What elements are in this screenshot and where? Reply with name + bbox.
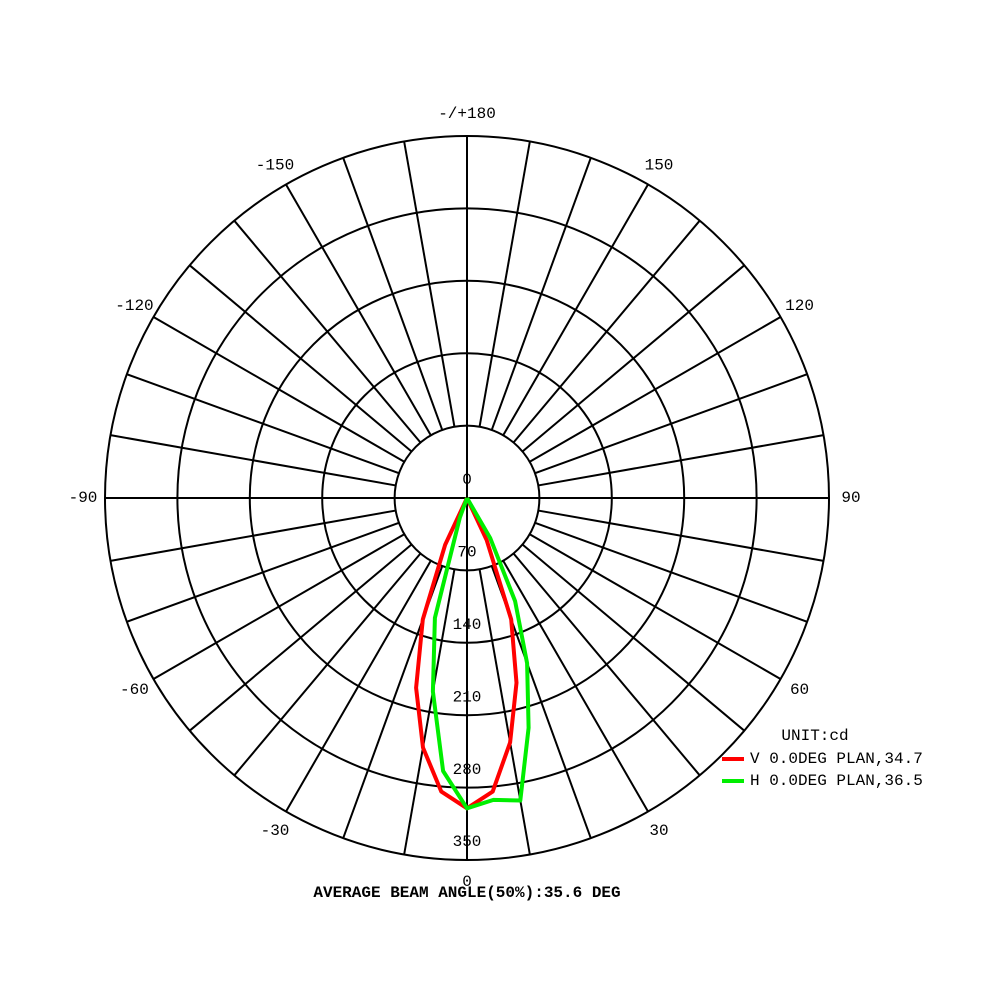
legend-label: V 0.0DEG PLAN,34.7 <box>750 750 923 768</box>
angle-tick-label: -90 <box>69 489 98 507</box>
angle-tick-label: 30 <box>649 822 668 840</box>
grid-spoke <box>110 509 396 562</box>
angle-tick-label: 60 <box>790 681 809 699</box>
grid-spoke <box>512 552 701 776</box>
grid-spoke <box>502 560 649 813</box>
grid-spoke <box>233 220 422 444</box>
grid-spoke <box>152 316 405 463</box>
curve <box>430 496 531 811</box>
grid-spoke <box>285 560 432 813</box>
angle-tick-label: 90 <box>841 489 860 507</box>
grid-spoke <box>233 552 422 776</box>
grid-spoke <box>534 521 808 623</box>
r-tick-label: 350 <box>453 833 482 851</box>
angle-tick-label: -60 <box>120 681 149 699</box>
grid-spoke <box>538 509 824 562</box>
r-tick-label: 140 <box>453 616 482 634</box>
grid-spoke <box>126 521 400 623</box>
angle-tick-label: -30 <box>261 822 290 840</box>
grid-spoke <box>538 434 824 487</box>
legend-label: H 0.0DEG PLAN,36.5 <box>750 772 923 790</box>
unit-label: UNIT:cd <box>781 727 848 745</box>
grid-spoke <box>521 543 745 732</box>
grid-spoke <box>478 141 531 427</box>
grid-spoke <box>490 157 592 431</box>
angle-tick-label: -120 <box>115 297 153 315</box>
angle-tick-label: -/+180 <box>438 105 496 123</box>
grid-spoke <box>529 316 782 463</box>
grid-spoke <box>110 434 396 487</box>
grid-spoke <box>189 264 413 453</box>
grid-spoke <box>502 183 649 436</box>
grid-spoke <box>512 220 701 444</box>
r-tick-label: 280 <box>453 761 482 779</box>
grid-spoke <box>126 373 400 475</box>
angle-tick-label: 0 <box>462 873 472 891</box>
grid-spoke <box>342 157 444 431</box>
grid-spoke <box>534 373 808 475</box>
grid-spoke <box>478 569 531 855</box>
grid-spoke <box>285 183 432 436</box>
grid-spoke <box>521 264 745 453</box>
grid-spoke <box>403 569 456 855</box>
angle-tick-label: -150 <box>256 157 294 175</box>
angle-tick-label: 150 <box>645 157 674 175</box>
r-tick-label: 0 <box>462 471 472 489</box>
angle-tick-label: 120 <box>785 297 814 315</box>
grid-spoke <box>529 533 782 680</box>
grid-spoke <box>189 543 413 732</box>
grid-spoke <box>403 141 456 427</box>
r-tick-label: 210 <box>453 688 482 706</box>
r-tick-label: 70 <box>457 544 476 562</box>
annotation: AVERAGE BEAM ANGLE(50%):35.6 DEG <box>313 884 620 902</box>
grid-spoke <box>152 533 405 680</box>
